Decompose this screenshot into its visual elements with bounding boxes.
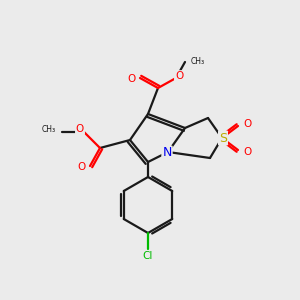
Text: O: O [175, 71, 183, 81]
Text: Cl: Cl [143, 251, 153, 261]
Text: CH₃: CH₃ [42, 125, 56, 134]
Text: O: O [243, 119, 251, 129]
Text: O: O [76, 124, 84, 134]
Text: CH₃: CH₃ [191, 58, 205, 67]
Text: O: O [128, 74, 136, 84]
Text: N: N [162, 146, 172, 160]
Text: O: O [77, 162, 85, 172]
Text: S: S [219, 131, 227, 145]
Text: O: O [243, 147, 251, 157]
